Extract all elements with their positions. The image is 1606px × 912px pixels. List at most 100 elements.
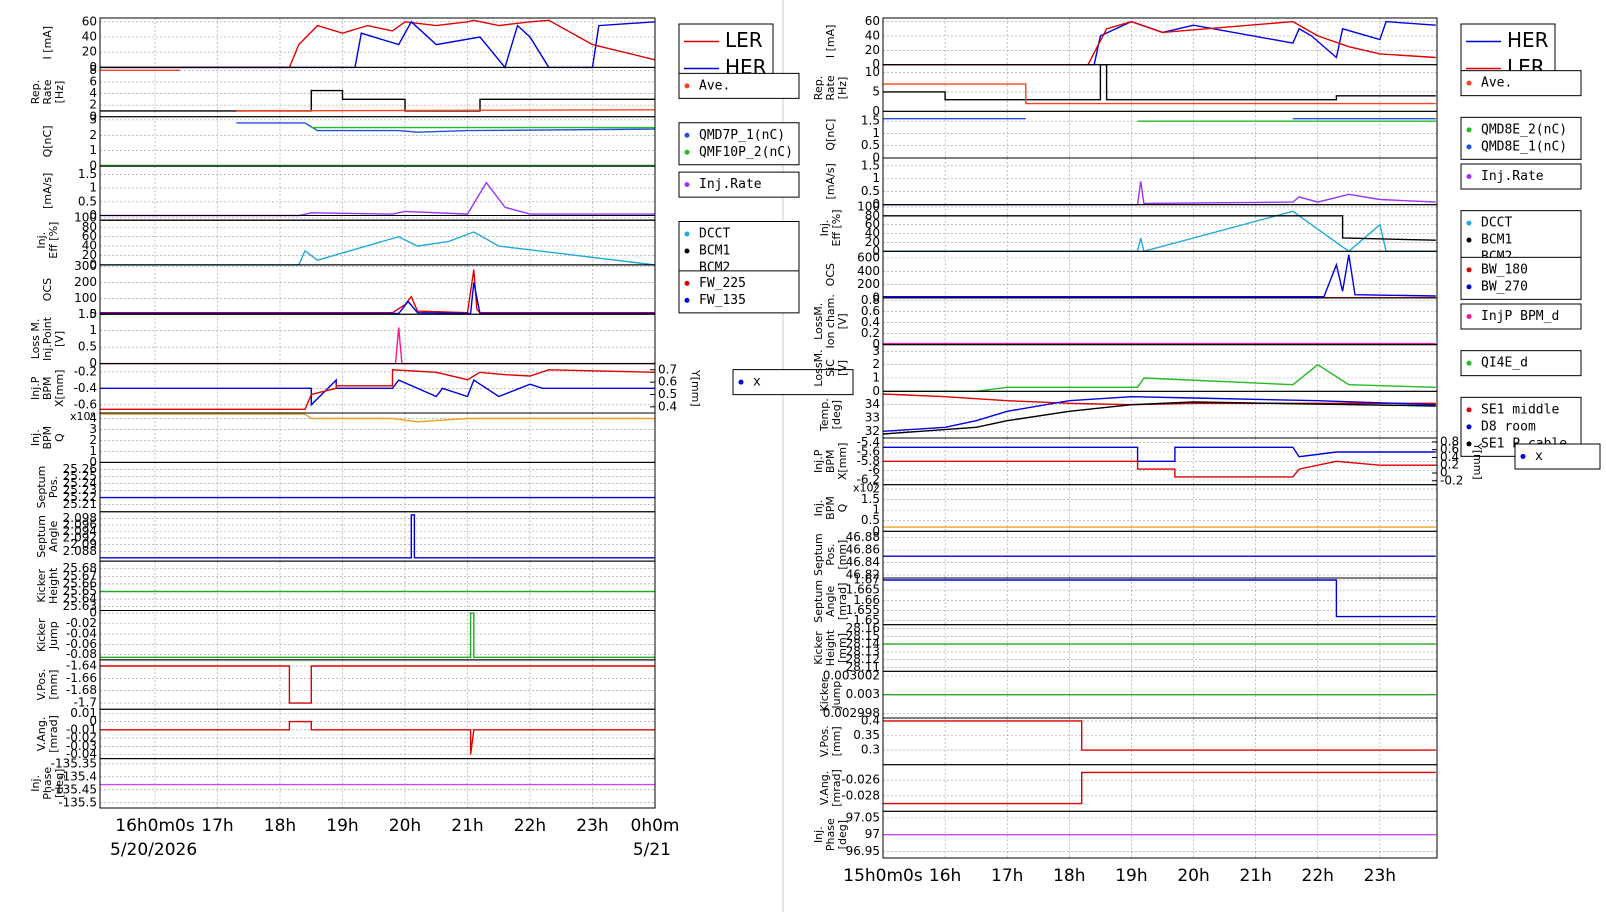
series-line [100, 181, 655, 217]
y-axis-label: Q[nC] [824, 119, 837, 151]
y-tick-label: 20 [82, 248, 97, 262]
y-tick-label: 1 [89, 143, 97, 157]
date-label: 5/21 [633, 840, 671, 860]
series-line [882, 395, 1436, 432]
y-tick-label: 0.5 [78, 340, 97, 354]
y-tick-label: 25.26 [63, 462, 97, 476]
y-tick-label: 1.65 [853, 613, 880, 627]
y-axis-label: Kicker [35, 569, 48, 603]
y-tick-label: 46.88 [846, 530, 880, 544]
y-axis-label: Septum [35, 466, 48, 509]
legend-label: Inj.Rate [1481, 169, 1544, 184]
y-axis-label: Phase [824, 818, 837, 851]
series-line [100, 665, 655, 704]
y-tick-label: 2 [89, 98, 97, 112]
y-axis-label: Kicker [35, 618, 48, 652]
y-tick-label: 1 [872, 126, 880, 140]
legend-swatch [1466, 267, 1472, 273]
y-axis-label: Inj. [812, 826, 825, 843]
y-tick-label: 0 [872, 151, 880, 165]
y-axis-label: Inj.P [29, 376, 42, 400]
y-axis-label: Inj.Point [41, 316, 54, 361]
y-tick-label: 0 [89, 208, 97, 222]
y-tick-label: 60 [865, 14, 880, 28]
y-tick-label: 0 [89, 606, 97, 620]
series-line [100, 413, 655, 423]
y-axis-label: Inj. [35, 232, 48, 249]
y-tick-label: 0 [89, 257, 97, 271]
y-axis-label: V.Ang. [35, 717, 48, 752]
series-line [100, 612, 655, 658]
y-axis-label: OCS [824, 263, 837, 286]
y-tick-label: 80 [82, 220, 97, 234]
legend-label: DCCT [699, 227, 730, 242]
y-tick-label: -0.02 [66, 731, 97, 745]
y-tick-label: 28.12 [846, 652, 880, 666]
y-tick-label: -6.2 [857, 473, 880, 487]
y-tick-label: 32 [865, 424, 880, 438]
series-line [882, 401, 1436, 435]
y-axis-label: [mrad] [830, 769, 843, 807]
legend-swatch [1466, 237, 1472, 243]
y2-tick-label: 0.6 [658, 375, 677, 389]
y2-tick-label: 0.2 [1440, 458, 1459, 472]
y-axis-label: Angle [824, 585, 837, 617]
y-tick-label: 28.15 [846, 629, 880, 643]
series-line [100, 126, 655, 167]
y-tick-label: 25.66 [63, 576, 97, 590]
y-tick-label: 0.8 [861, 293, 880, 307]
legend-label: SE1 middle [1481, 402, 1559, 417]
legend-swatch [1466, 424, 1472, 430]
y-axis-label: [mm] [836, 633, 849, 663]
y-tick-label: 3 [89, 422, 97, 436]
y-axis-label: Height [824, 629, 837, 666]
series-line [100, 720, 655, 755]
y-tick-label: 100 [74, 291, 97, 305]
y-tick-label: -0.4 [74, 381, 97, 395]
legend-swatch [1466, 360, 1472, 366]
y-tick-label: 1.5 [861, 114, 880, 128]
y-tick-label: 2 [89, 128, 97, 142]
y-tick-label: 6 [89, 74, 97, 88]
y-axis-label: [mm] [836, 540, 849, 570]
legend-box [678, 270, 800, 314]
x-tick-label: 16h [929, 866, 961, 886]
legend-swatch [684, 149, 690, 155]
y-tick-label: 97 [865, 827, 880, 841]
y-tick-label: 34 [865, 397, 880, 411]
series-line [236, 122, 656, 133]
y-tick-label: 46.84 [846, 555, 880, 569]
y-tick-label: 1.5 [861, 492, 880, 506]
legend-label: Ave. [1481, 76, 1512, 91]
y-tick-label: -135.5 [58, 795, 97, 809]
y-tick-label: 0.5 [861, 138, 880, 152]
y2-tick-label: -0.2 [1440, 473, 1463, 487]
y-tick-label: 3 [872, 344, 880, 358]
y-tick-label: 20 [82, 45, 97, 59]
y-tick-label: 25.25 [63, 469, 97, 483]
y-axis-label: OCS [41, 278, 54, 301]
legend-box [1514, 443, 1601, 470]
y-axis-label: BPM [41, 376, 54, 400]
y-axis-label: Q[nC] [41, 125, 54, 157]
series-line [100, 514, 655, 559]
y-tick-label: -0.028 [841, 788, 880, 802]
x-tick-label: 15h0m0s [843, 866, 923, 886]
legend-swatch [684, 248, 690, 254]
y-axis-label: Rep. [29, 80, 42, 104]
y-tick-label: -0.01 [66, 722, 97, 736]
legend-box [732, 369, 854, 396]
y-tick-label: 40 [82, 239, 97, 253]
legend-label: x [1535, 449, 1543, 464]
legend-box [678, 171, 800, 198]
y2-tick-label: 0.6 [1440, 442, 1459, 456]
y-axis-label: [mm] [47, 670, 60, 700]
y-tick-label: 0 [89, 159, 97, 173]
y-tick-label: 1.5 [78, 307, 97, 321]
legend-label: QMD8E_2(nC) [1481, 122, 1567, 137]
legend-label: BCM1 [1481, 233, 1512, 248]
legend-swatch [684, 182, 690, 188]
y-tick-label: 100 [857, 199, 880, 213]
y-tick-label: 0.4 [861, 315, 880, 329]
series-line [100, 269, 655, 314]
